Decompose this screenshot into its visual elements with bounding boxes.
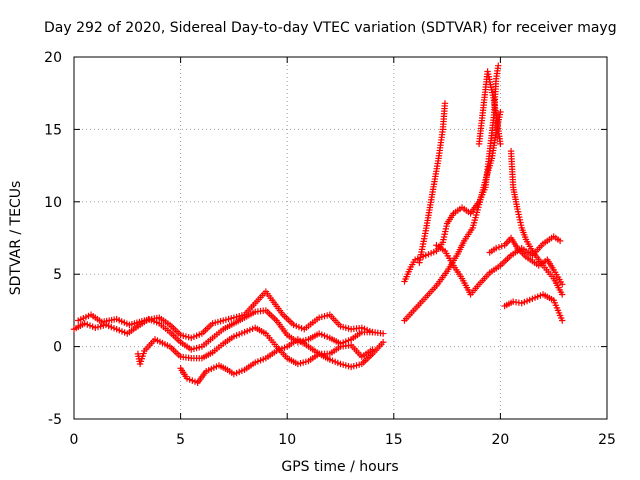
x-tick-label: 0: [70, 432, 79, 448]
y-tick-label: 15: [44, 122, 62, 138]
chart-title: Day 292 of 2020, Sidereal Day-to-day VTE…: [44, 20, 617, 36]
y-tick-label: -5: [48, 412, 62, 428]
series-track-2: [75, 288, 376, 342]
data-point: [498, 243, 506, 250]
y-tick-label: 10: [44, 195, 62, 211]
series-track-3: [134, 324, 387, 371]
data-points: [70, 62, 566, 386]
y-axis-label: SDTVAR / TECUs: [8, 181, 24, 296]
series-track-10: [501, 291, 566, 324]
y-tick-label: 0: [53, 340, 62, 356]
axis-ticks: [73, 56, 608, 420]
series-track-4: [177, 336, 376, 386]
data-point: [497, 140, 504, 148]
x-tick-label: 15: [385, 432, 403, 448]
data-point: [379, 330, 387, 337]
series-track-9: [475, 68, 504, 148]
x-tick-label: 5: [176, 432, 185, 448]
y-tick-label: 20: [44, 50, 62, 66]
data-point: [559, 291, 566, 298]
data-point: [492, 244, 500, 252]
data-point: [559, 317, 566, 324]
tick-labels: 0 5 10 15 20 25 -5 0 5 10 15 20: [44, 50, 616, 448]
x-axis-label: GPS time / hours: [281, 459, 398, 475]
data-point: [369, 346, 376, 353]
plot-frame: [73, 56, 608, 420]
data-point: [369, 328, 376, 336]
data-point: [495, 243, 503, 251]
y-tick-label: 5: [53, 267, 62, 283]
series-track-1: [70, 307, 387, 353]
series-track-11: [507, 147, 566, 298]
data-point: [379, 339, 387, 346]
data-point: [556, 237, 564, 245]
series-track-12: [486, 234, 566, 288]
x-tick-label: 10: [278, 432, 296, 448]
data-point: [497, 108, 504, 116]
data-point: [441, 100, 449, 107]
x-tick-label: 20: [491, 432, 509, 448]
data-point: [495, 62, 502, 69]
data-point: [559, 281, 566, 288]
x-tick-label: 25: [598, 432, 616, 448]
series-track-7: [416, 100, 449, 266]
series-track-6: [401, 62, 502, 285]
series-track-8: [433, 233, 564, 298]
